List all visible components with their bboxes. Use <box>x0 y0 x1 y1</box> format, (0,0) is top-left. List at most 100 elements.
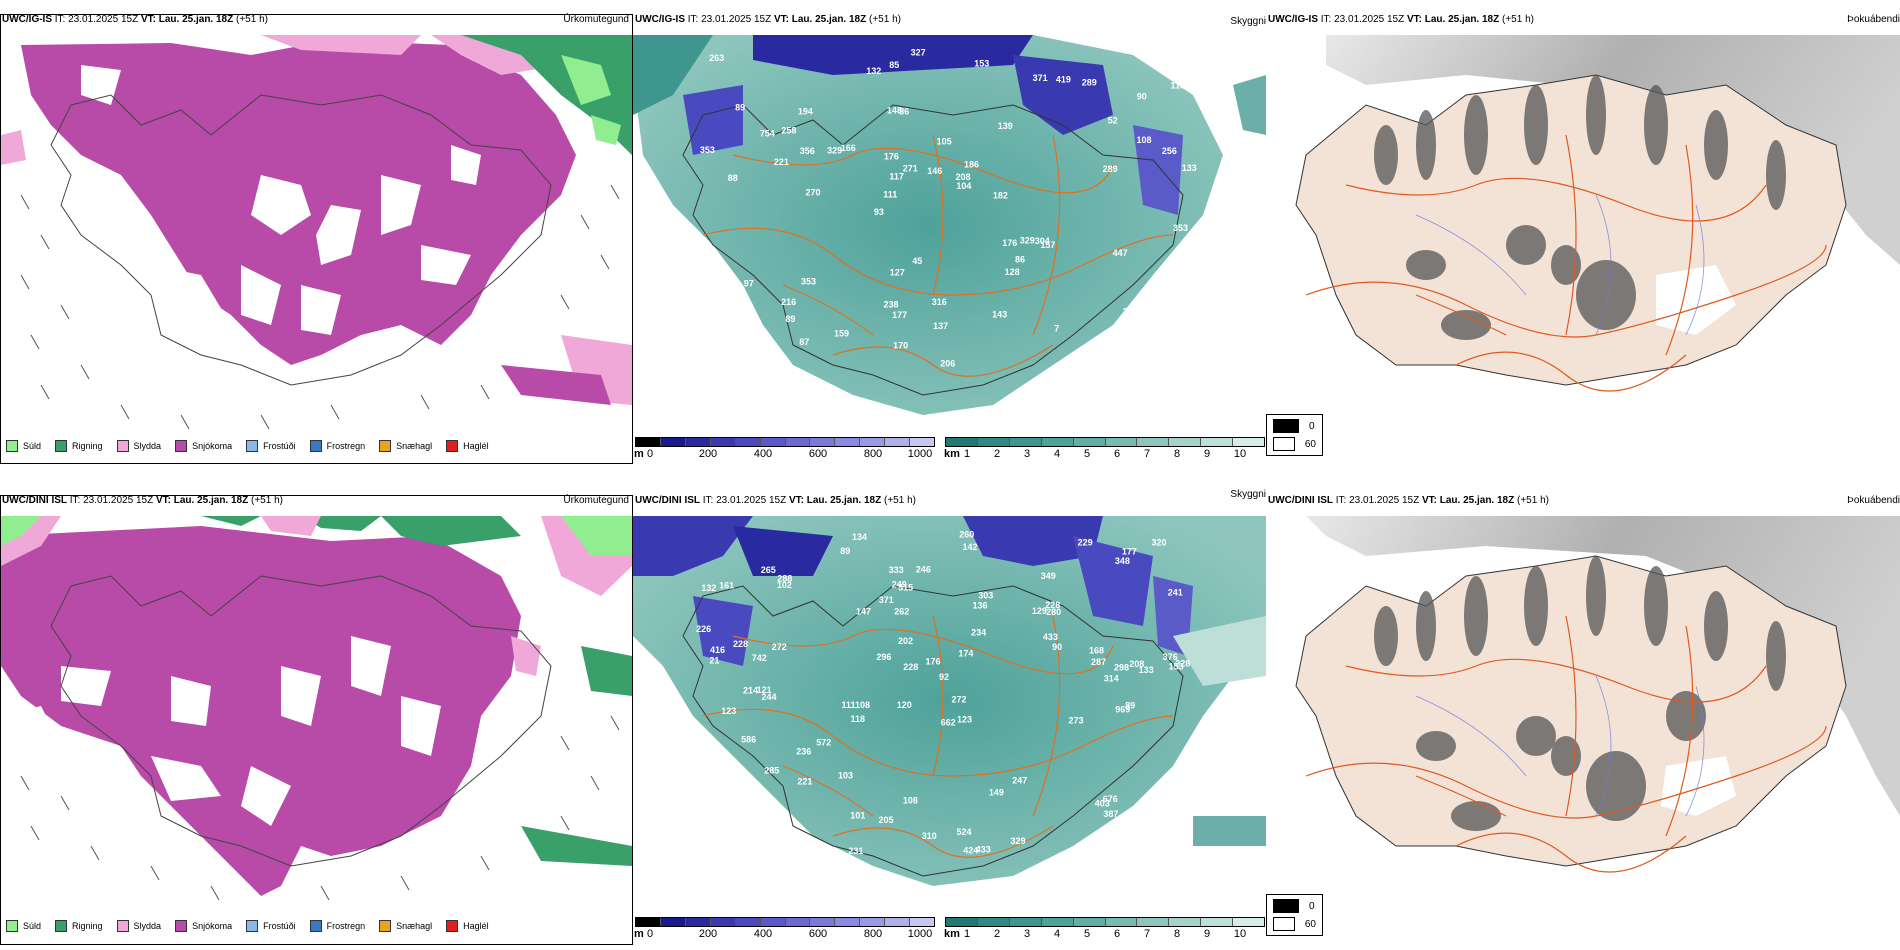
ceiling-value-label: 214 <box>706 313 721 323</box>
ceiling-value-label: 341 <box>740 816 755 826</box>
ceiling-value-label: 118 <box>851 714 866 724</box>
ceiling-value-label: 176 <box>926 657 941 667</box>
legend-label: Haglél <box>463 441 489 451</box>
visibility-colorbar-top: km 1 2 3 4 5 6 7 8 9 10 <box>944 437 1265 462</box>
cloud-legend-label: 60 <box>1304 918 1316 930</box>
ceiling-value-label: 155 <box>1163 273 1178 283</box>
ceiling-value-label: 320 <box>1152 538 1167 548</box>
ceiling-value-label: 120 <box>897 700 912 710</box>
ceiling-value-label: 296 <box>876 652 891 662</box>
legend-label: Snjókoma <box>192 921 233 931</box>
ceiling-value-label: 208 <box>956 172 971 182</box>
ceiling-value-label: 170 <box>893 341 908 351</box>
ceiling-value-label: 356 <box>800 146 815 156</box>
ceiling-value-label: 271 <box>903 164 918 174</box>
cloud-legend-swatch <box>1273 437 1295 451</box>
ceiling-value-label: 139 <box>998 121 1013 131</box>
ceiling-value-label: 289 <box>1103 164 1118 174</box>
ceiling-value-label: 174 <box>958 648 973 658</box>
visibility-panel-bottom: UWC/DINI ISL IT: 23.01.2025 15Z VT: Lau.… <box>633 489 1266 945</box>
precip-map-top <box>0 14 633 464</box>
ceiling-value-label: 116 <box>1171 80 1186 90</box>
ceiling-value-label: 231 <box>848 846 863 856</box>
visibility-colorbar-swatches <box>945 917 1265 927</box>
ceiling-value-label: 121 <box>757 685 772 695</box>
legend-swatch <box>116 440 129 452</box>
ceiling-value-label: 262 <box>894 606 909 616</box>
ceiling-value-label: 206 <box>940 359 955 369</box>
visibility-map-bottom: 134 349 153 120 123 121 161 129 123 136 92 214 89 111… <box>633 516 1266 911</box>
cloud-panel-label-top: Þokuábendi <box>1847 14 1900 25</box>
ceiling-value-label: 142 <box>963 542 978 552</box>
ceiling-value-label: 258 <box>781 126 796 136</box>
vis-tick: 2 <box>993 928 1001 940</box>
ceiling-value-label: 93 <box>874 207 884 217</box>
ceiling-value-label: 146 <box>927 166 942 176</box>
legend-label: Frostregn <box>326 441 366 451</box>
cloud-legend-item: 0 <box>1273 419 1316 433</box>
ceiling-tick: 400 <box>753 448 773 460</box>
ceiling-value-label: 103 <box>838 770 853 780</box>
ceiling-value-label: 90 <box>1052 642 1062 652</box>
ceiling-value-label: 52 <box>1108 116 1118 126</box>
ceiling-tick: 600 <box>808 928 828 940</box>
ceiling-value-label: 310 <box>922 831 937 841</box>
precip-legend-bottom: Súld Rigning Slydda Snjókoma Frostúði Fr… <box>6 920 489 932</box>
ceiling-value-label: 228 <box>1175 659 1190 669</box>
vis-tick: 10 <box>1233 928 1247 940</box>
legend-label: Frostregn <box>326 921 366 931</box>
ceiling-colorbar-top: m 0 200 400 600 800 1000 <box>634 437 935 462</box>
ceiling-value-label: 134 <box>852 532 867 542</box>
ceiling-value-label: 104 <box>956 181 971 191</box>
ceiling-value-label: 87 <box>799 337 809 347</box>
visibility-colorbar-swatches <box>945 437 1265 447</box>
ceiling-value-label: 136 <box>973 600 988 610</box>
ceiling-value-label: 328 <box>1147 847 1162 857</box>
ceiling-value-label: 329 <box>1020 236 1035 246</box>
ceiling-value-label: 143 <box>992 309 1007 319</box>
ceiling-value-label: 214 <box>736 831 751 841</box>
ceiling-value-label: 102 <box>777 580 792 590</box>
vis-tick: 7 <box>1143 928 1151 940</box>
visibility-panel-top: UWC/IG-IS IT: 23.01.2025 15Z VT: Lau. 25… <box>633 12 1266 464</box>
legend-label: Snæhagl <box>396 441 433 451</box>
legend-label: Slydda <box>133 921 162 931</box>
ceiling-value-label: 161 <box>719 581 734 591</box>
ceiling-value-label: 333 <box>889 565 904 575</box>
ceiling-value-label: 205 <box>879 815 894 825</box>
ceiling-value-label: 186 <box>964 160 979 170</box>
cloud-map-top <box>1266 35 1900 435</box>
ceiling-value-label: 524 <box>957 827 972 837</box>
cloud-title-top: UWC/IG-IS IT: 23.01.2025 15Z VT: Lau. 25… <box>1268 14 1534 25</box>
legend-swatch <box>55 920 68 932</box>
ceiling-value-label: 123 <box>957 715 972 725</box>
ceiling-value-label: 96 <box>708 327 718 337</box>
cloud-legend-item: 0 <box>1273 899 1316 913</box>
legend-swatch <box>379 920 392 932</box>
ceiling-value-label: 7 <box>1054 324 1059 334</box>
legend-item: Rigning <box>55 440 103 452</box>
ceiling-value-label: 208 <box>1129 659 1144 669</box>
visibility-panel-label-bottom: Skyggni <box>1230 489 1266 500</box>
ceiling-value-label: 133 <box>1182 163 1197 173</box>
ceiling-value-label: 45 <box>912 256 922 266</box>
ceiling-value-label: 129 <box>1032 606 1047 616</box>
ceiling-tick: 800 <box>863 928 883 940</box>
ceiling-value-label: 238 <box>884 299 899 309</box>
ceiling-tick: 1000 <box>907 928 933 940</box>
legend-item: Slydda <box>116 440 161 452</box>
legend-item: Súld <box>6 440 41 452</box>
ceiling-value-label: 166 <box>841 143 856 153</box>
ceiling-value-label: 244 <box>762 692 777 702</box>
vis-tick: 4 <box>1053 448 1061 460</box>
ceiling-value-label: 111108 <box>842 700 871 710</box>
ceiling-value-label: 108 <box>1137 135 1152 145</box>
ceiling-value-label: 371 <box>879 595 894 605</box>
ceiling-value-label: 572 <box>816 738 831 748</box>
ceiling-value-label: 182 <box>993 191 1008 201</box>
visibility-title-top: UWC/IG-IS IT: 23.01.2025 15Z VT: Lau. 25… <box>635 14 901 25</box>
ceiling-value-label: 89 <box>1125 700 1135 710</box>
ceiling-value-label: 228 <box>1045 600 1060 610</box>
ceiling-value-label: 127 <box>749 351 764 361</box>
legend-item: Frostúði <box>246 920 296 932</box>
